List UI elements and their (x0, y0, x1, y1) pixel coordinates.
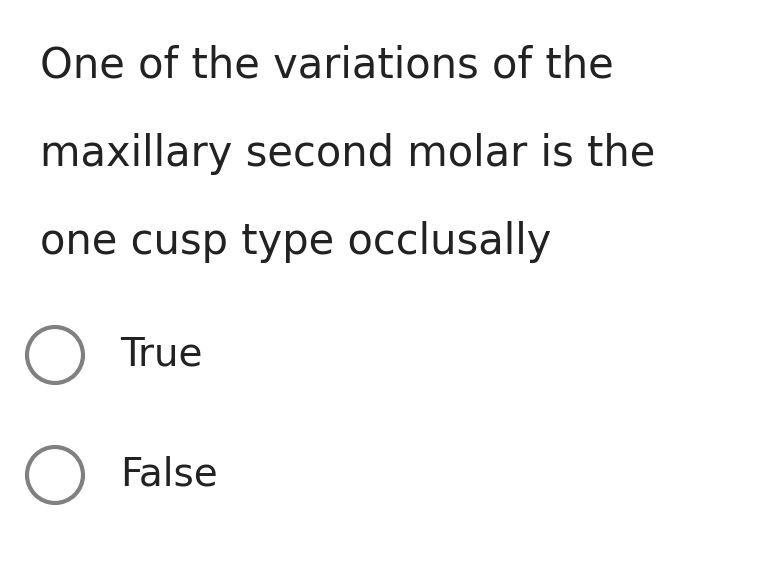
Text: one cusp type occlusally: one cusp type occlusally (40, 221, 552, 263)
Text: False: False (120, 456, 218, 494)
Text: One of the variations of the: One of the variations of the (40, 45, 614, 87)
Text: maxillary second molar is the: maxillary second molar is the (40, 133, 655, 175)
Text: True: True (120, 336, 202, 374)
